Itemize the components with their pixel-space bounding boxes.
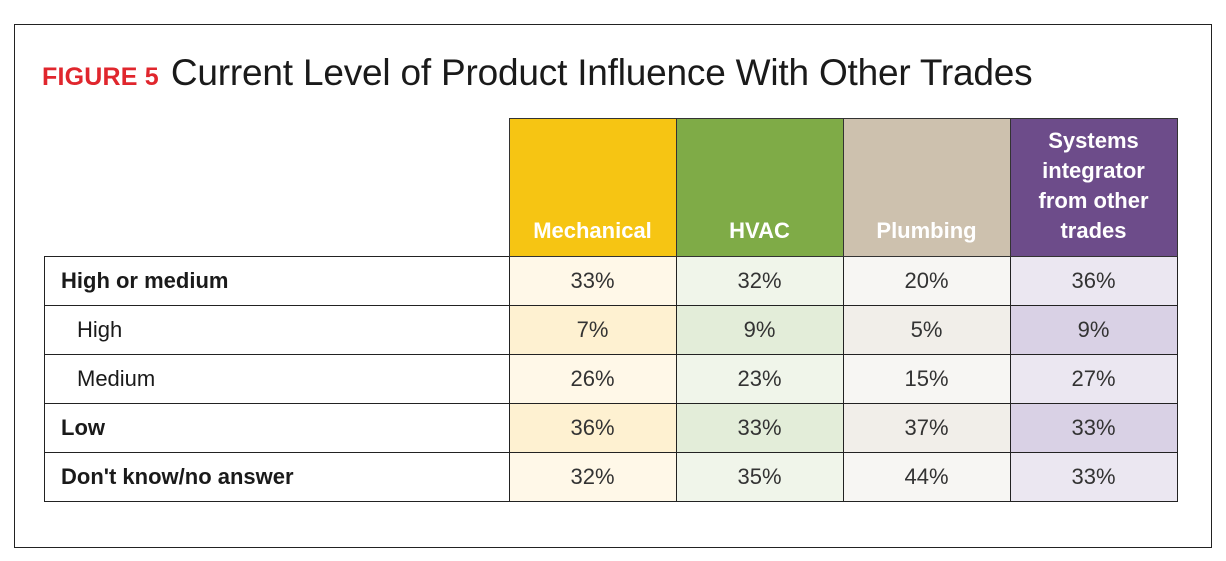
value-cell: 36%: [1009, 255, 1178, 306]
value-cell: 33%: [1009, 451, 1178, 502]
table-row: Don't know/no answer 32% 35% 44% 33%: [44, 451, 1178, 502]
table-row: High or medium 33% 32% 20% 36%: [44, 255, 1178, 306]
figure-frame: [14, 24, 1212, 548]
header-blank-cell: [44, 118, 509, 256]
value-cell: 36%: [508, 402, 677, 453]
figure-title: Current Level of Product Influence With …: [170, 52, 1033, 93]
data-table: Mechanical HVAC Plumbing Systems integra…: [44, 118, 1178, 502]
row-label: Medium: [44, 353, 510, 404]
figure-heading: FIGURE 5 Current Level of Product Influe…: [42, 52, 1033, 94]
value-cell: 33%: [508, 255, 677, 306]
value-cell: 7%: [508, 304, 677, 355]
value-cell: 9%: [1009, 304, 1178, 355]
column-header-plumbing: Plumbing: [842, 118, 1011, 257]
header-row: Mechanical HVAC Plumbing Systems integra…: [44, 118, 1178, 257]
value-cell: 9%: [675, 304, 844, 355]
value-cell: 32%: [675, 255, 844, 306]
value-cell: 44%: [842, 451, 1011, 502]
value-cell: 20%: [842, 255, 1011, 306]
column-header-hvac: HVAC: [675, 118, 844, 257]
value-cell: 5%: [842, 304, 1011, 355]
value-cell: 33%: [675, 402, 844, 453]
value-cell: 33%: [1009, 402, 1178, 453]
table-row: High 7% 9% 5% 9%: [44, 304, 1178, 355]
value-cell: 32%: [508, 451, 677, 502]
figure-label: FIGURE 5: [42, 63, 159, 91]
row-label: Low: [44, 402, 510, 453]
value-cell: 23%: [675, 353, 844, 404]
table-row: Medium 26% 23% 15% 27%: [44, 353, 1178, 404]
row-label: High: [44, 304, 510, 355]
row-label: Don't know/no answer: [44, 451, 510, 502]
value-cell: 15%: [842, 353, 1011, 404]
table-row: Low 36% 33% 37% 33%: [44, 402, 1178, 453]
value-cell: 27%: [1009, 353, 1178, 404]
row-label: High or medium: [44, 255, 510, 306]
value-cell: 35%: [675, 451, 844, 502]
column-header-systems-integrator: Systems integrator from other trades: [1009, 118, 1178, 257]
value-cell: 37%: [842, 402, 1011, 453]
column-header-mechanical: Mechanical: [508, 118, 677, 257]
value-cell: 26%: [508, 353, 677, 404]
table-body: High or medium 33% 32% 20% 36% High 7% 9% 5% 9% Me…: [44, 255, 1178, 502]
